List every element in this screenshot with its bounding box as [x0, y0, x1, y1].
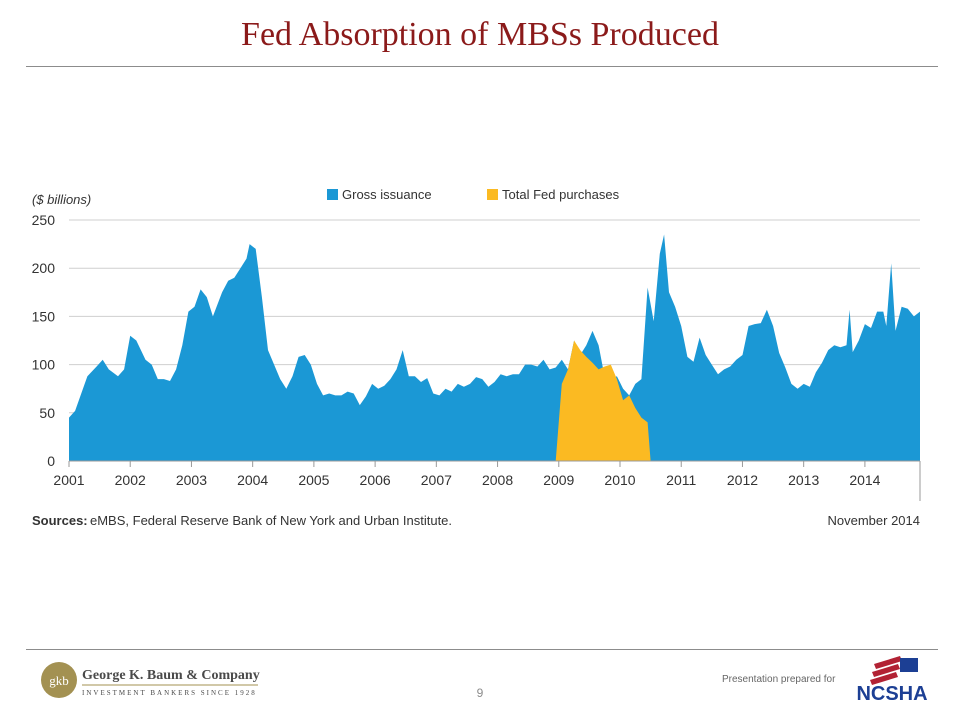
- x-tick-label: 2002: [115, 472, 146, 488]
- y-tick-label: 0: [47, 453, 55, 469]
- x-tick-label: 2012: [727, 472, 758, 488]
- series-area-gross-issuance: [69, 234, 920, 461]
- legend-label-fed-purchases: Total Fed purchases: [502, 187, 620, 202]
- x-tick-label: 2001: [53, 472, 84, 488]
- legend-label-gross-issuance: Gross issuance: [342, 187, 432, 202]
- x-tick-label: 2009: [543, 472, 574, 488]
- area-layer: [69, 234, 920, 461]
- series-area-fed-purchases: [555, 340, 651, 461]
- prepared-for-label: Presentation prepared for: [722, 674, 836, 685]
- company-name: George K. Baum & Company: [82, 668, 260, 683]
- y-tick-label: 200: [32, 260, 56, 276]
- x-tick-label: 2014: [849, 472, 880, 488]
- unit-label: ($ billions): [32, 192, 91, 207]
- client-logo-text: NCSHA: [856, 683, 927, 702]
- y-tick-label: 100: [32, 357, 56, 373]
- sources-label: Sources:: [32, 513, 88, 528]
- x-tick-label: 2008: [482, 472, 513, 488]
- legend-swatch-gross-issuance: [327, 189, 338, 200]
- flag-stripes-icon: [870, 656, 918, 685]
- x-tick-label: 2006: [360, 472, 391, 488]
- x-tick-label: 2003: [176, 472, 207, 488]
- axis-layer: 0 50 100 150 200 250 2001 2002 2003 2004 2005 2006 2…: [32, 212, 921, 501]
- footer-divider: [26, 649, 938, 650]
- client-logo: NCSHA: [856, 656, 928, 702]
- y-tick-label: 50: [39, 405, 55, 421]
- x-tick-label: 2005: [298, 472, 329, 488]
- company-logo-text: gkb: [49, 673, 69, 688]
- title-divider: [26, 66, 938, 67]
- x-tick-label: 2013: [788, 472, 819, 488]
- y-tick-label: 150: [32, 308, 56, 324]
- x-tick-label: 2007: [421, 472, 452, 488]
- company-logo-circle: [41, 662, 77, 698]
- date-note: November 2014: [828, 513, 921, 528]
- company-tagline: INVESTMENT BANKERS SINCE 1928: [82, 689, 257, 697]
- legend-layer: Gross issuance Total Fed purchases: [327, 187, 620, 202]
- x-tick-label: 2004: [237, 472, 268, 488]
- sources-text: eMBS, Federal Reserve Bank of New York a…: [90, 513, 452, 528]
- mbs-area-chart: 0 50 100 150 200 250 2001 2002 2003 2004 2005 2006 2…: [32, 187, 921, 528]
- page-number: 9: [476, 686, 484, 700]
- x-tick-label: 2010: [604, 472, 635, 488]
- y-tick-label: 250: [32, 212, 56, 228]
- legend-swatch-fed-purchases: [487, 189, 498, 200]
- slide-title: Fed Absorption of MBSs Produced: [241, 16, 719, 53]
- company-logo: gkb George K. Baum & Company INVESTMENT …: [41, 662, 260, 698]
- x-tick-label: 2011: [666, 472, 696, 488]
